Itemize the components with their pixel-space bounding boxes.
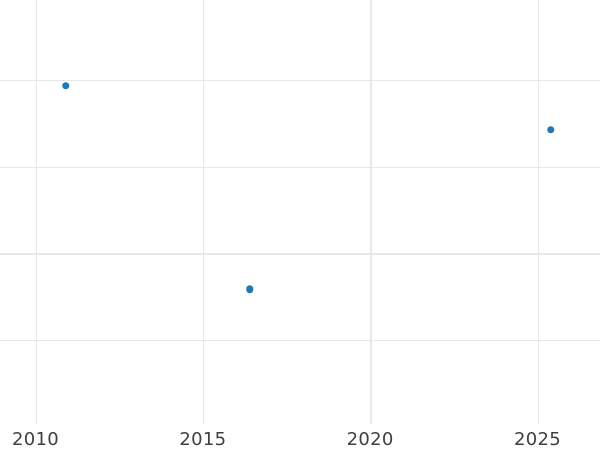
x-tick-label-2025: 2025 [514,429,562,450]
data-point [61,81,70,90]
x-tick-label-2020: 2020 [346,429,394,450]
x-tick-label-2015: 2015 [179,429,227,450]
gridline-vertical [202,0,205,424]
gridline-horizontal [0,166,600,169]
gridline-horizontal [0,253,600,255]
gridline-vertical [35,0,37,424]
gridline-horizontal [0,340,600,342]
gridline-vertical [370,0,372,424]
gridline-vertical [537,0,539,424]
gridline-horizontal [0,80,600,82]
data-point [547,125,555,134]
x-tick-label-2010: 2010 [11,429,60,450]
data-point [245,285,254,293]
